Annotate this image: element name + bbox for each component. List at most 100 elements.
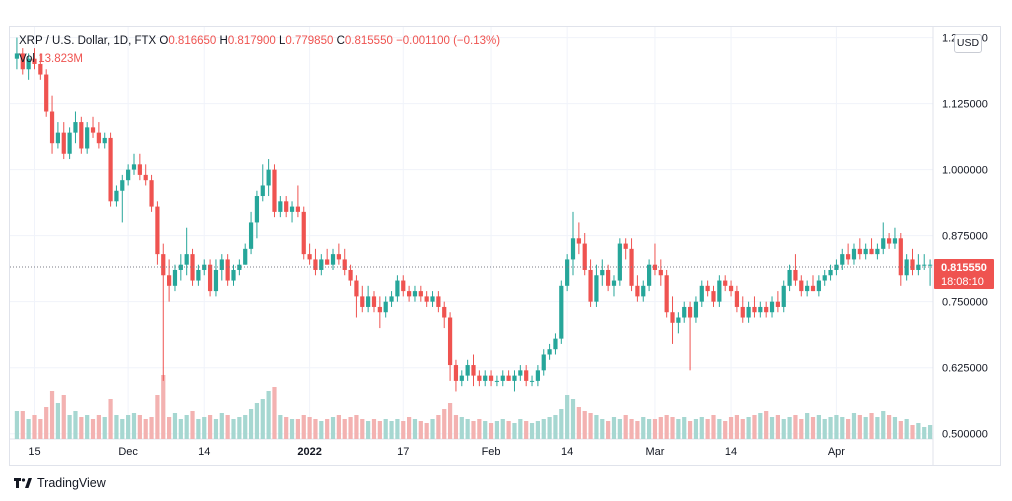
candle-body bbox=[916, 264, 921, 270]
volume-bar bbox=[740, 419, 745, 439]
volume-bar bbox=[559, 409, 564, 439]
candle-body bbox=[799, 280, 804, 292]
volume-bar bbox=[828, 417, 833, 439]
volume-bar bbox=[629, 419, 634, 439]
volume-bar bbox=[313, 419, 318, 439]
volume-bar bbox=[723, 421, 728, 439]
candle-body bbox=[892, 238, 898, 244]
volume-bar bbox=[582, 411, 587, 439]
candle-body bbox=[676, 317, 681, 323]
volume-bar bbox=[857, 415, 862, 439]
candle-body bbox=[383, 301, 388, 313]
candle-body bbox=[565, 259, 570, 286]
candle-body bbox=[143, 174, 148, 181]
candle-body bbox=[687, 306, 693, 318]
candle-body bbox=[769, 301, 775, 313]
candle-body bbox=[588, 269, 593, 302]
candle-body bbox=[26, 58, 31, 70]
volume-bar bbox=[670, 417, 675, 439]
volume-bar bbox=[401, 421, 406, 439]
candle-body bbox=[840, 254, 845, 265]
candle-body bbox=[758, 306, 763, 313]
candle-body bbox=[178, 264, 183, 270]
volume-bar bbox=[131, 413, 137, 439]
volume-bar bbox=[646, 419, 652, 439]
volume-bar bbox=[565, 395, 570, 439]
volume-bar bbox=[641, 417, 646, 439]
volume-value: 13.823M bbox=[38, 53, 83, 65]
volume-bar bbox=[155, 395, 160, 439]
close-value: 0.815550 bbox=[344, 35, 393, 47]
candle-body bbox=[207, 264, 213, 292]
volume-bar bbox=[658, 417, 663, 439]
candle-body bbox=[594, 275, 599, 302]
volume-bar bbox=[278, 415, 283, 439]
candle-body bbox=[336, 254, 341, 260]
volume-bar bbox=[377, 421, 382, 439]
candle-body bbox=[237, 264, 242, 270]
volume-bar bbox=[524, 421, 529, 439]
candle-body bbox=[219, 259, 224, 270]
volume-bar bbox=[354, 415, 359, 439]
volume-bar bbox=[711, 415, 716, 439]
candle-body bbox=[529, 380, 535, 382]
candle-body bbox=[851, 248, 857, 260]
y-tick-label: 0.625000 bbox=[942, 363, 988, 375]
volume-bar bbox=[424, 423, 429, 439]
candle-body bbox=[366, 296, 371, 307]
volume-bar bbox=[787, 417, 792, 439]
volume-bar bbox=[676, 419, 681, 439]
volume-bar bbox=[442, 409, 447, 439]
volume-bar bbox=[775, 415, 780, 439]
volume-bar bbox=[126, 415, 131, 439]
candle-body bbox=[371, 296, 377, 307]
candle-body bbox=[781, 285, 786, 307]
volume-bar bbox=[699, 417, 704, 439]
x-tick-label: 14 bbox=[725, 446, 737, 458]
last-price-badge bbox=[934, 259, 994, 290]
volume-bar bbox=[20, 411, 25, 439]
candle-body bbox=[231, 269, 236, 281]
candle-body bbox=[149, 180, 154, 207]
volume-bar bbox=[588, 413, 593, 439]
volume-bar bbox=[600, 419, 605, 439]
volume-bar bbox=[96, 415, 101, 439]
chart-frame[interactable] bbox=[9, 26, 1001, 466]
currency-button[interactable]: USD bbox=[954, 34, 982, 53]
volume-legend: Vol 13.823M bbox=[19, 53, 83, 65]
candle-body bbox=[190, 254, 195, 281]
volume-bar bbox=[120, 419, 125, 439]
y-tick-label: 1.125000 bbox=[942, 99, 988, 111]
candle-body bbox=[524, 370, 529, 381]
volume-bar bbox=[927, 425, 933, 439]
volume-bar bbox=[728, 417, 734, 439]
volume-bar bbox=[319, 421, 324, 439]
candle-body bbox=[664, 275, 669, 313]
low-label: L bbox=[279, 35, 286, 47]
volume-bar bbox=[682, 417, 687, 439]
volume-bar bbox=[196, 419, 201, 439]
candle-body bbox=[307, 254, 312, 260]
volume-bar bbox=[886, 415, 892, 439]
candle-body bbox=[477, 375, 482, 381]
volume-bar bbox=[840, 417, 845, 439]
candle-body bbox=[436, 296, 441, 307]
volume-bar bbox=[14, 411, 20, 439]
candle-body bbox=[254, 196, 260, 223]
volume-bar bbox=[471, 421, 476, 439]
tradingview-branding[interactable]: TradingView bbox=[14, 476, 106, 490]
volume-bar bbox=[360, 419, 365, 439]
x-tick-label: Apr bbox=[828, 446, 845, 458]
candle-body bbox=[167, 275, 172, 286]
volume-bar bbox=[447, 403, 453, 439]
volume-bar bbox=[477, 419, 482, 439]
candle-body bbox=[424, 296, 429, 302]
volume-bar bbox=[535, 421, 540, 439]
candle-body bbox=[547, 349, 552, 355]
volume-bar bbox=[108, 399, 113, 439]
candle-body bbox=[600, 269, 605, 276]
candle-body bbox=[213, 269, 219, 292]
volume-bar bbox=[576, 407, 581, 439]
candle-body bbox=[494, 380, 500, 382]
